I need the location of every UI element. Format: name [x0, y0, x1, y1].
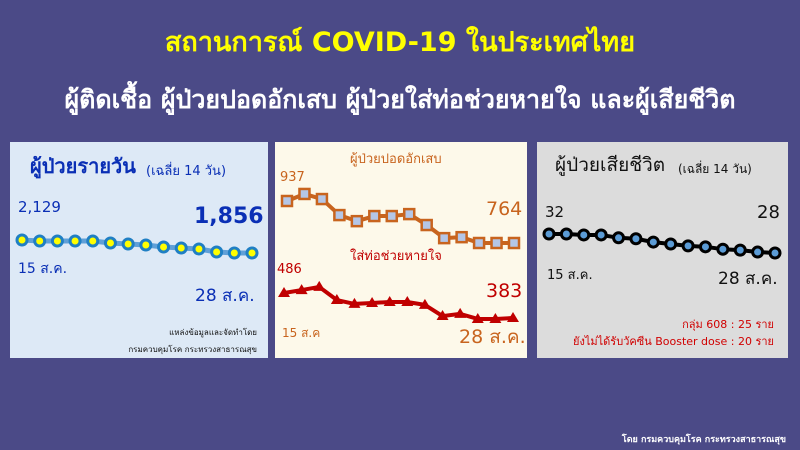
severe-cases-panel	[275, 142, 527, 358]
deaths-start-value: 32	[545, 203, 565, 221]
pneumonia-start-value: 937	[280, 170, 305, 185]
no-booster-note: ยังไม่ได้รับวัคซีน Booster dose : 20 ราย	[573, 335, 774, 348]
daily-note: (เฉลี่ย 14 วัน)	[146, 164, 227, 179]
daily-start-date: 15 ส.ค.	[18, 261, 68, 277]
footer-credit: โดย กรมควบคุมโรค กระทรวงสาธารณสุข	[621, 435, 786, 445]
group608-note: กลุ่ม 608 : 25 ราย	[682, 318, 774, 331]
source-line1: แหล่งข้อมูลและจัดทำโดย	[169, 328, 257, 337]
deaths-start-date: 15 ส.ค.	[547, 268, 593, 283]
deaths-end-value: 28	[757, 202, 780, 223]
ventilator-end-value: 383	[486, 280, 523, 302]
page-subtitle: ผู้ติดเชื้อ ผู้ป่วยปอดอักเสบ ผู้ป่วยใส่ท…	[64, 85, 736, 114]
page-title: สถานการณ์ COVID-19 ในประเทศไทย	[164, 27, 636, 58]
pneumonia-label: ผู้ป่วยปอดอักเสบ	[350, 152, 442, 167]
source-line2: กรมควบคุมโรค กระทรวงสาธารณสุข	[128, 345, 257, 354]
daily-end-date: 28 ส.ค.	[195, 286, 255, 306]
deaths-end-date: 28 ส.ค.	[718, 269, 778, 289]
daily-title: ผู้ป่วยรายวัน	[30, 154, 136, 178]
ventilator-start-value: 486	[277, 262, 302, 277]
daily-start-value: 2,129	[18, 198, 61, 216]
ventilator-label: ใส่ท่อช่วยหายใจ	[350, 249, 442, 264]
severe-start-date: 15 ส.ค	[282, 326, 321, 340]
pneumonia-end-value: 764	[486, 198, 523, 220]
deaths-title: ผู้ป่วยเสียชีวิต	[555, 154, 666, 176]
severe-end-date: 28 ส.ค.	[459, 326, 526, 348]
deaths-note: (เฉลี่ย 14 วัน)	[678, 162, 752, 176]
daily-end-value: 1,856	[194, 204, 264, 229]
